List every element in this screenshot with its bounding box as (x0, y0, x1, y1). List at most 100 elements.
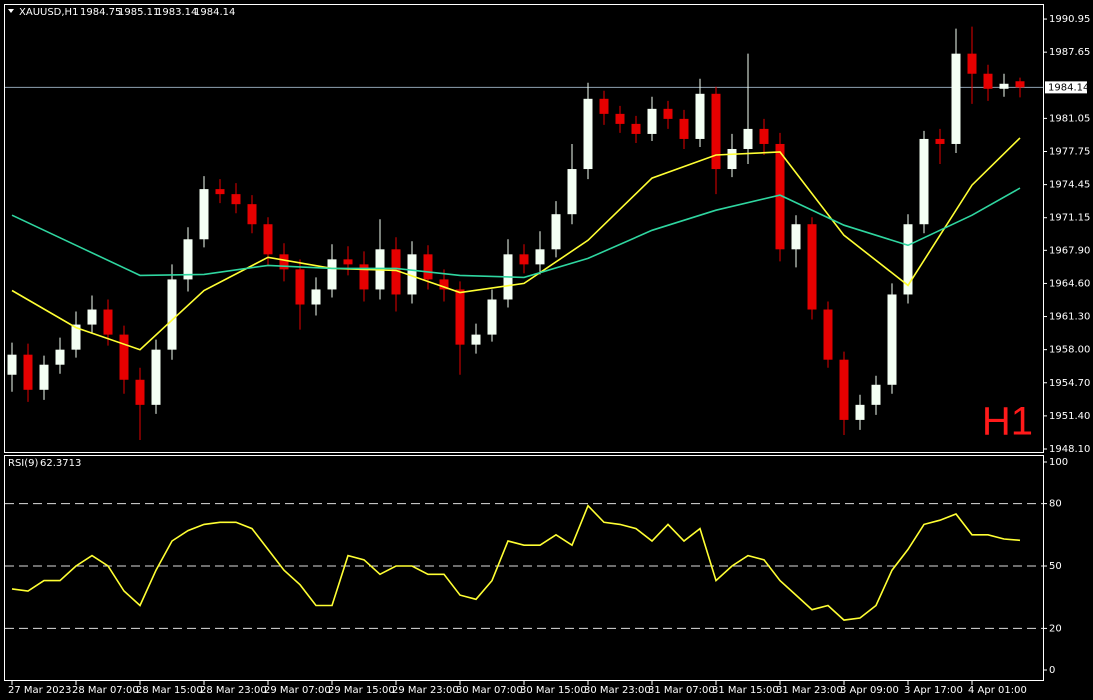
candle-body (87, 309, 97, 325)
x-tick-label: 28 Mar 23:00 (200, 685, 267, 696)
x-tick-label: 30 Mar 23:00 (584, 685, 651, 696)
candle-body (311, 289, 321, 305)
y-tick-label: 20 (1049, 623, 1062, 634)
moving-average-line (11, 187, 1021, 279)
candle-body (343, 259, 353, 265)
x-tick-label: 30 Mar 15:00 (520, 685, 587, 696)
indicator-last-value: 62.3713 (40, 458, 81, 469)
x-tick-label: 31 Mar 15:00 (712, 685, 779, 696)
candle-body (199, 189, 209, 240)
x-tick-label: 3 Apr 09:00 (840, 685, 899, 696)
candle-body (327, 259, 337, 290)
candle-body (471, 334, 481, 345)
candle-body (215, 189, 225, 195)
y-tick-label: 80 (1049, 499, 1062, 510)
candle-body (967, 53, 977, 74)
indicator-label: RSI(9) (8, 458, 39, 469)
candle-body (663, 108, 673, 119)
candle-body (919, 138, 929, 225)
x-tick-label: 31 Mar 07:00 (648, 685, 715, 696)
dropdown-icon[interactable] (8, 9, 14, 13)
candle-body (487, 299, 497, 335)
x-tick-label: 29 Mar 15:00 (328, 685, 395, 696)
candle-body (951, 53, 961, 144)
candle-body (7, 354, 17, 375)
candle-body (647, 108, 657, 134)
candle-body (119, 334, 129, 380)
candle-body (615, 113, 625, 124)
candle-body (935, 138, 945, 144)
candle-body (391, 249, 401, 295)
candle-body (439, 279, 449, 290)
candle-body (711, 93, 721, 170)
y-tick-label: 1977.75 (1049, 146, 1090, 157)
candle-body (247, 204, 257, 225)
candle-body (759, 128, 769, 144)
candle-body (679, 118, 689, 139)
header-high: 1985.11 (118, 7, 159, 18)
moving-average-line (11, 137, 1021, 351)
y-tick-label: 50 (1049, 561, 1062, 572)
candle-body (279, 254, 289, 270)
candle-body (183, 239, 193, 280)
candle-body (71, 324, 81, 350)
y-tick-label: 1987.65 (1049, 47, 1090, 58)
candle-body (999, 83, 1009, 89)
candle-body (23, 354, 33, 390)
symbol-label: XAUUSD,H1 (19, 7, 78, 18)
candle-body (743, 128, 753, 149)
y-tick-label: 1954.70 (1049, 378, 1090, 389)
x-tick-label: 3 Apr 17:00 (904, 685, 963, 696)
x-tick-label: 4 Apr 01:00 (968, 685, 1027, 696)
candle-body (775, 143, 785, 250)
candle-body (263, 224, 273, 255)
candle-body (55, 349, 65, 365)
y-tick-label: 1990.95 (1049, 14, 1090, 25)
y-tick-label: 1967.90 (1049, 245, 1090, 256)
x-tick-label: 27 Mar 2023 (8, 685, 71, 696)
candle-body (823, 309, 833, 360)
header-low: 1983.14 (156, 7, 197, 18)
candle-body (103, 309, 113, 335)
candle-body (871, 384, 881, 405)
candle-body (519, 254, 529, 265)
y-tick-label: 1948.10 (1049, 444, 1090, 455)
y-tick-label: 1971.15 (1049, 213, 1090, 224)
candle-body (807, 224, 817, 310)
x-tick-label: 29 Mar 23:00 (392, 685, 459, 696)
candle-body (983, 73, 993, 89)
y-tick-label: 1964.60 (1049, 278, 1090, 289)
candle-body (167, 279, 177, 350)
candle-body (567, 169, 577, 215)
y-tick-label: 1974.45 (1049, 180, 1090, 191)
current-price-box (1045, 81, 1087, 94)
candle-body (359, 264, 369, 290)
x-tick-label: 30 Mar 07:00 (456, 685, 523, 696)
x-tick-label: 31 Mar 23:00 (776, 685, 843, 696)
candle-body (583, 98, 593, 170)
candle-body (455, 289, 465, 345)
x-tick-label: 29 Mar 07:00 (264, 685, 331, 696)
y-tick-label: 1961.30 (1049, 312, 1090, 323)
rsi-line (11, 504, 1021, 621)
y-tick-label: 1951.40 (1049, 411, 1090, 422)
timeframe-watermark: H1 (982, 400, 1033, 444)
candle-body (151, 349, 161, 405)
candle-body (231, 194, 241, 205)
candle-body (695, 93, 705, 139)
candle-body (839, 359, 849, 420)
candle-body (903, 224, 913, 295)
candle-body (727, 148, 737, 170)
candle-body (887, 294, 897, 385)
x-tick-label: 28 Mar 15:00 (136, 685, 203, 696)
candle-body (423, 254, 433, 280)
candle-body (39, 364, 49, 390)
candle-body (295, 269, 305, 305)
x-tick-label: 28 Mar 07:00 (72, 685, 139, 696)
candle-body (1015, 81, 1025, 88)
y-tick-label: 1981.05 (1049, 113, 1090, 124)
candle-body (599, 98, 609, 114)
current-price-label: 1984.14 (1048, 82, 1089, 93)
